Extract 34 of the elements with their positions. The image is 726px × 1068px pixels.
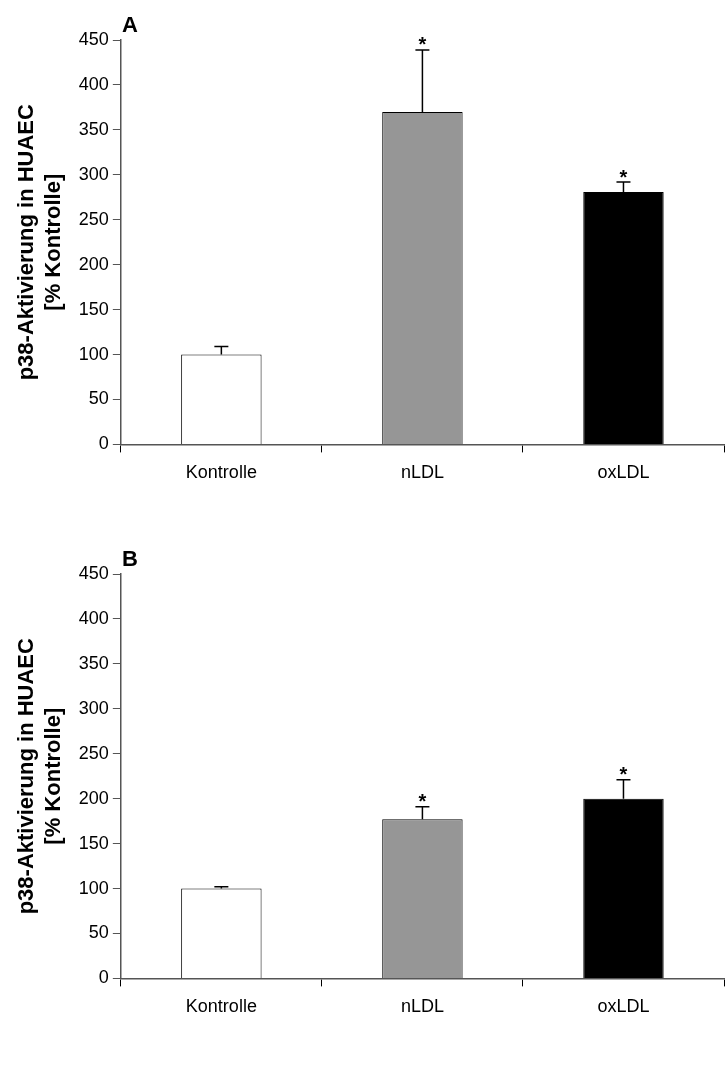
y-tick-label: 350 — [78, 118, 109, 139]
y-tick-label: 50 — [88, 388, 109, 409]
y-tick-label: 250 — [78, 742, 109, 763]
y-tick-label: 200 — [78, 253, 109, 274]
y-tick-label: 100 — [78, 877, 109, 898]
chart-title: B — [122, 546, 138, 571]
x-tick-label: Kontrolle — [185, 996, 257, 1017]
y-axis-title: p38-Aktivierung in HUAEC [% Kontrolle] — [13, 637, 65, 915]
x-tick-label: Kontrolle — [185, 462, 257, 483]
x-tick-label: nLDL — [400, 996, 444, 1017]
y-axis-title: p38-Aktivierung in HUAEC [% Kontrolle] — [13, 103, 65, 381]
chart-title: A — [122, 12, 138, 37]
y-tick-label: 0 — [98, 967, 109, 988]
y-tick-label: 400 — [78, 73, 109, 94]
y-tick-label: 450 — [78, 562, 109, 583]
y-tick-label: 350 — [78, 652, 109, 673]
y-tick-label: 150 — [78, 298, 109, 319]
x-tick-label: oxLDL — [597, 462, 650, 483]
annotation: * — [619, 165, 628, 188]
y-tick-label: 0 — [98, 433, 109, 454]
y-tick-label: 50 — [88, 922, 109, 943]
y-tick-label: 450 — [78, 28, 109, 49]
annotation: * — [619, 763, 628, 786]
y-tick-label: 200 — [78, 787, 109, 808]
y-tick-label: 400 — [78, 607, 109, 628]
y-tick-label: 150 — [78, 832, 109, 853]
y-tick-label: 300 — [78, 697, 109, 718]
y-tick-label: 300 — [78, 163, 109, 184]
x-tick-label: nLDL — [400, 462, 444, 483]
y-tick-label: 100 — [78, 343, 109, 364]
x-tick-label: oxLDL — [597, 996, 650, 1017]
y-tick-label: 250 — [78, 208, 109, 229]
annotation: * — [418, 790, 427, 813]
annotation: * — [418, 33, 427, 56]
